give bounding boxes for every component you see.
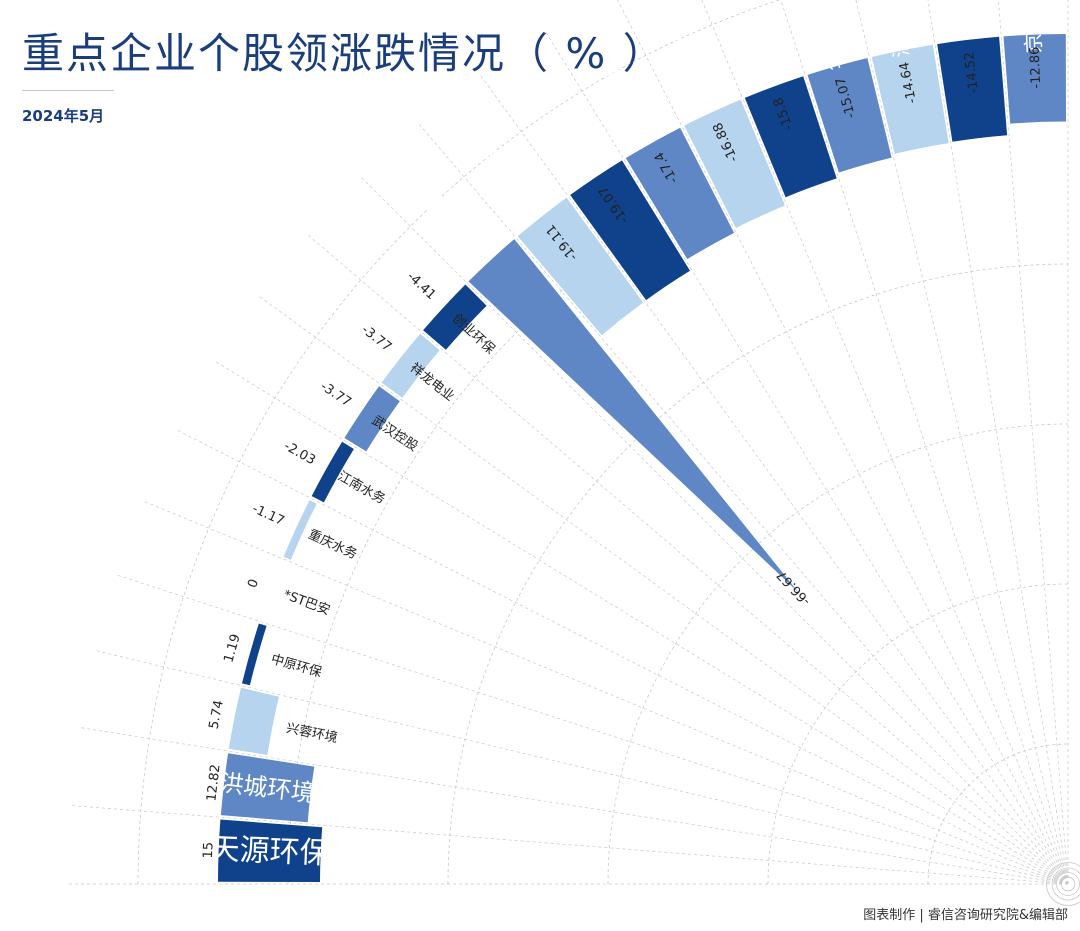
- category-label: 兴蓉环境: [285, 721, 339, 746]
- grid-spoke: [143, 500, 1069, 885]
- bar-深水海纳: [871, 44, 949, 154]
- value-label: -3.77: [317, 379, 353, 410]
- value-label: 5.74: [207, 699, 227, 730]
- category-label: 国中水务: [467, 128, 535, 206]
- grid-spoke: [617, 0, 1069, 885]
- value-label: -4.41: [404, 269, 439, 303]
- grid-spoke: [927, 0, 1069, 885]
- category-label: 上海凯鑫: [733, 7, 783, 90]
- grid-spoke: [998, 0, 1069, 885]
- bar-中原环保: [242, 623, 267, 686]
- category-label: 退市博天: [393, 157, 465, 232]
- grid-spoke: [116, 574, 1069, 885]
- category-label: 中电环保: [663, 27, 718, 110]
- grid-spoke: [780, 0, 1069, 885]
- bar-洪城环境: [220, 753, 315, 823]
- date-subtitle: 2024年5月: [22, 107, 105, 125]
- grid-arc: [767, 583, 1069, 885]
- category-label: 江南水务: [335, 468, 388, 507]
- bar-祥龙电业: [381, 333, 440, 398]
- value-label: -1.17: [250, 501, 287, 529]
- value-label: -66.67: [774, 567, 813, 608]
- value-label: 0: [245, 577, 262, 590]
- bar-联泰环保: [570, 160, 690, 301]
- value-label: -12.86: [1028, 46, 1045, 88]
- bar-金达莱: [937, 36, 1008, 142]
- grid-spoke: [258, 295, 1069, 885]
- bar-华骐环保: [807, 58, 892, 173]
- grid-ring: [1051, 867, 1080, 901]
- category-label: 天源环保: [209, 832, 330, 872]
- grid-spoke: [71, 805, 1069, 885]
- grid-spoke: [176, 429, 1069, 885]
- grid-arc: [607, 423, 1069, 885]
- page-title: 重点企业个股领涨跌情况（ % ）: [22, 29, 667, 78]
- value-label: -2.03: [281, 439, 318, 469]
- value-label: 12.82: [204, 764, 223, 803]
- grid-spoke: [360, 176, 1069, 885]
- category-label: 中原环保: [269, 652, 323, 681]
- bar-退市博天: [468, 239, 799, 593]
- bar-天源环保: [218, 819, 323, 882]
- grid-arc: [287, 103, 1069, 885]
- bar-重庆水务: [283, 500, 317, 560]
- credit-line: 图表制作 | 睿信咨询研究院&编辑部: [863, 908, 1068, 923]
- bar-上海凯鑫: [744, 76, 837, 198]
- title-divider: [22, 90, 114, 91]
- grid-spoke: [545, 31, 1069, 885]
- category-label: 京源环保: [1019, 0, 1046, 54]
- grid-spoke: [215, 361, 1069, 885]
- value-label: -14.52: [962, 51, 982, 94]
- category-label: 金达莱: [947, 0, 978, 39]
- category-label: 祥龙电业: [407, 361, 457, 405]
- grid-spoke: [80, 727, 1069, 885]
- grid-spoke: [479, 74, 1069, 885]
- value-label: -3.77: [358, 322, 394, 355]
- grid-spoke: [855, 0, 1069, 885]
- bar-国中水务: [517, 197, 644, 336]
- bar-江南水务: [311, 441, 354, 503]
- category-label: 华骐环保: [804, 0, 849, 73]
- category-label: 联泰环保: [527, 85, 591, 165]
- value-label: 15: [201, 842, 217, 859]
- value-label: 1.19: [221, 632, 243, 664]
- bar-创业环保: [423, 284, 487, 350]
- bar-兴蓉环境: [228, 687, 279, 755]
- bar-武汉控股: [344, 386, 400, 452]
- category-label: *ST巴安: [281, 588, 332, 619]
- bar-京源环保: [1003, 34, 1066, 124]
- category-label: 中环环保: [596, 57, 656, 139]
- category-label: 深水海纳: [875, 0, 914, 59]
- grid-ring: [1046, 862, 1080, 906]
- grid-spoke: [95, 650, 1069, 885]
- bar-中电环保: [684, 99, 785, 228]
- grid-spoke: [418, 123, 1069, 885]
- grid-spoke: [307, 234, 1069, 885]
- bar-中环环保: [625, 127, 735, 260]
- grid-spoke: [701, 0, 1069, 885]
- category-label: 重庆水务: [306, 526, 360, 562]
